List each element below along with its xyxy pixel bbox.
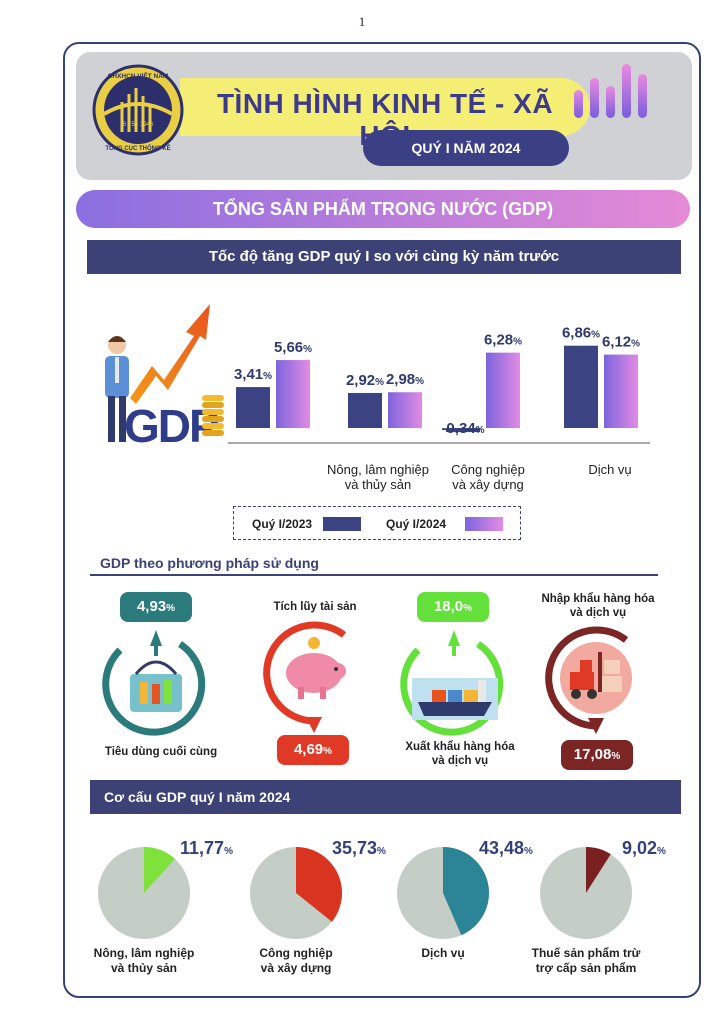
bar-2023-cat0 [236,387,270,428]
accumulation-value: 4,69% [277,735,349,765]
pie-slice-2 [443,847,490,936]
bar-label-2023-cat0: 3,41% [234,366,272,383]
bar-label-2023-cat2: -0,34% [441,420,484,437]
pie-value-2: 43,48% [479,838,533,858]
pie-slice-1 [296,847,342,922]
pie-chart-1 [250,847,342,939]
pie-label-3: Thuế sản phẩm trừ trợ cấp sản phẩm [531,946,641,975]
gso-logo: CHXHCN VIỆT NAM 6 - 5 - 1946 TỔNG CỤC TH… [92,64,184,156]
legend-label-2023: Quý I/2023 [252,517,313,531]
growth-chart-header: Tốc độ tăng GDP quý I so với cùng kỳ năm… [87,240,681,274]
export-value: 18,0% [417,592,489,622]
bar-2023-cat1 [348,392,382,428]
pie-chart-0 [98,847,190,939]
pie-value-1: 35,73% [332,838,386,858]
bar-2024-cat3 [604,354,638,428]
pie-chart-3 [540,847,632,939]
import-value: 17,08% [561,740,633,770]
pie-value-0: 11,77% [180,838,233,858]
structure-header: Cơ cấu GDP quý I năm 2024 [90,780,681,814]
import-label: Nhập khẩu hàng hóa và dịch vụ [541,593,655,619]
usage-section-divider [90,574,658,576]
bar-2024-cat2 [486,352,520,428]
cargo-ship-cycle-icon [400,630,504,736]
pie-label-0: Nông, lâm nghiệp và thủy sản [93,946,195,975]
pie-label-1: Công nghiệp và xây dựng [259,946,333,975]
legend-swatch-2023 [323,517,361,531]
logo-text-bottom: TỔNG CỤC THỐNG KÊ [105,144,170,152]
usage-section-title: GDP theo phương pháp sử dụng [100,555,319,571]
accumulation-label: Tích lũy tài sản [273,601,357,613]
bar-2024-cat0 [276,360,310,428]
page-number: 1 [358,14,366,29]
coins-icon [202,395,224,436]
category-label-3: Dịch vụ [588,462,632,477]
legend-label-2024: Quý I/2024 [386,517,447,531]
businessman-icon [105,336,129,442]
bar-label-2023-cat3: 6,86% [562,325,600,342]
bar-label-2024-cat3: 6,12% [602,334,640,351]
bar-chart-icon [574,64,647,118]
chart-legend [233,506,521,540]
consumption-value: 4,93% [120,592,192,622]
growth-arrow-icon [130,304,210,404]
category-label-1: Nông, lâm nghiệp và thủy sản [327,462,429,492]
piggy-bank-cycle-icon [263,621,347,733]
page-frame [63,42,701,998]
legend-swatch-2024 [465,517,503,531]
quarter-subtitle: QUÝ I NĂM 2024 [363,130,569,166]
consumption-label: Tiêu dùng cuối cùng [104,746,218,758]
bar-label-2023-cat1: 2,92% [346,372,384,389]
export-label: Xuất khẩu hàng hóa và dịch vụ [405,741,515,767]
bar-2023-cat3 [564,345,598,428]
logo-text-date: 6 - 5 - 1946 [123,122,154,128]
gdp-section-banner: TỔNG SẢN PHẨM TRONG NƯỚC (GDP) [76,190,690,228]
pie-label-2: Dịch vụ [421,946,465,960]
pie-chart-2 [397,847,490,939]
growth-bar-chart: GDP 3,41% 2,92%-0,34%6,86%5,66%2,98%6,28%… [105,304,650,452]
header-title-band [180,78,590,136]
bar-2024-cat1 [388,392,422,428]
pie-slice-3 [586,847,611,893]
logo-text-top: CHXHCN VIỆT NAM [108,71,169,80]
bar-label-2024-cat2: 6,28% [484,332,522,349]
pie-slice-0 [144,847,176,893]
bar-label-2024-cat0: 5,66% [274,339,312,356]
pie-value-3: 9,02% [622,838,666,858]
bar-label-2024-cat1: 2,98% [386,371,424,388]
forklift-cycle-icon [545,626,632,734]
bar-2023-cat2 [446,428,480,433]
category-label-2: Công nghiệp và xây dựng [451,462,525,492]
consumption-cycle-icon [102,630,206,736]
